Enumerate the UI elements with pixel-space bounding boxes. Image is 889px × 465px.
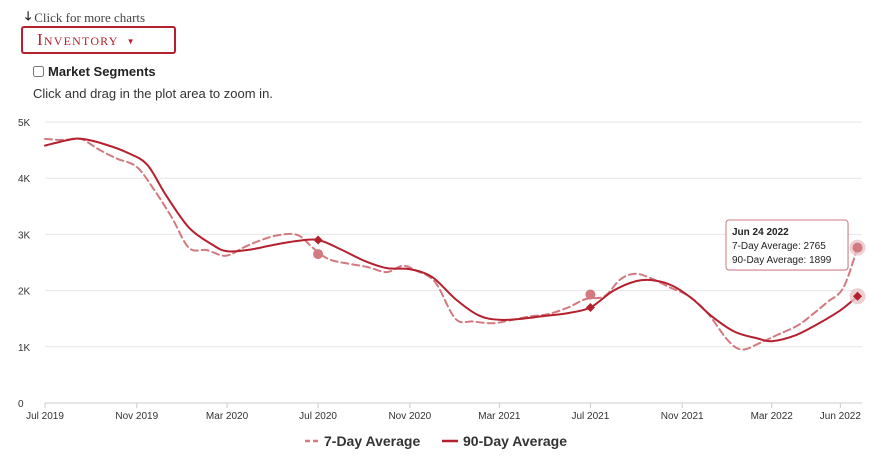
x-tick-label: Jul 2021 [572, 411, 610, 422]
ninety-day-marker [585, 302, 595, 312]
tooltip-line-1: 7-Day Average: 2765 [732, 241, 826, 252]
chart-select-dropdown[interactable]: Inventory ▼ [21, 26, 176, 54]
dropdown-label: Inventory [37, 30, 119, 49]
more-charts-link[interactable]: 🡓 Click for more charts [25, 7, 145, 28]
x-tick-label: Nov 2019 [115, 411, 158, 422]
ninety-day-marker [853, 291, 863, 301]
grid-lines [45, 121, 862, 404]
seven-day-line[interactable] [44, 137, 859, 351]
tooltip-line-2: 90-Day Average: 1899 [732, 255, 832, 266]
x-tick-label: Nov 2021 [661, 411, 704, 422]
arrow-down-icon: 🡓 [25, 9, 32, 23]
legend[interactable]: 7-Day Average 90-Day Average [305, 433, 567, 449]
market-segments-checkbox[interactable] [33, 66, 44, 77]
x-tick-label: Jul 2019 [26, 411, 64, 422]
seven-day-marker [313, 249, 324, 260]
y-tick-label: 2K [18, 287, 31, 298]
ninety-day-marker [313, 235, 323, 245]
market-segments-label: Market Segments [48, 64, 156, 79]
x-tick-label: Nov 2020 [388, 411, 431, 422]
y-tick-label: 0 [18, 399, 24, 410]
market-segments-toggle[interactable]: Market Segments [33, 64, 156, 79]
seven-day-marker [852, 242, 863, 253]
y-tick-label: 5K [18, 118, 31, 129]
x-tick-label: Mar 2020 [206, 411, 249, 422]
seven-day-marker [585, 289, 596, 300]
legend-seven-day-label: 7-Day Average [324, 433, 420, 449]
x-tick-label: Jun 2022 [820, 411, 862, 422]
x-tick-label: Mar 2022 [751, 411, 794, 422]
y-tick-label: 4K [18, 174, 31, 185]
y-tick-label: 3K [18, 230, 31, 241]
y-tick-label: 1K [18, 343, 31, 354]
x-axis: Jul 2019 Nov 2019 Mar 2020 Jul 2020 Nov 2020… [26, 403, 861, 422]
tooltip: Jun 24 2022 7-Day Average: 2765 90-Day Ave… [725, 219, 849, 271]
x-tick-label: Jul 2020 [299, 411, 337, 422]
zoom-hint: Click and drag in the plot area to zoom … [33, 86, 273, 101]
point-markers[interactable] [313, 235, 866, 312]
x-tick-label: Mar 2021 [478, 411, 521, 422]
tooltip-box [725, 219, 849, 271]
series-lines[interactable] [44, 137, 859, 351]
y-axis: 0 1K 2K 3K 4K 5K [18, 118, 31, 410]
caret-down-icon: ▼ [126, 36, 135, 46]
more-charts-label: Click for more charts [34, 9, 146, 25]
legend-ninety-day-label: 90-Day Average [463, 433, 567, 449]
tooltip-title: Jun 24 2022 [732, 227, 789, 238]
ninety-day-line[interactable] [44, 137, 859, 343]
